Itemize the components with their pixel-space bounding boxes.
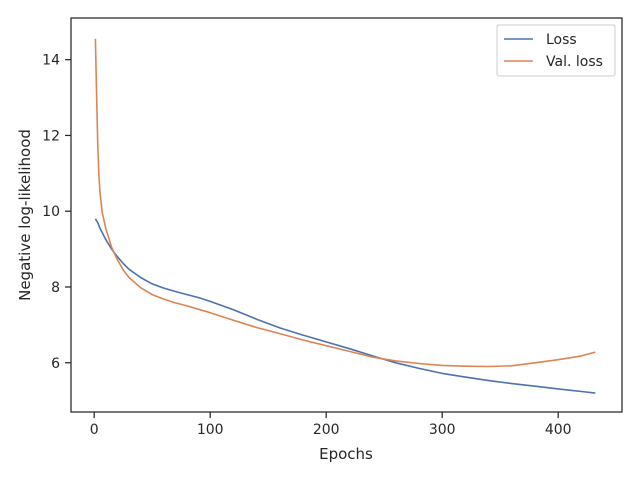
series-lines — [94, 38, 596, 394]
x-tick-label: 100 — [197, 422, 224, 438]
x-tick-label: 300 — [429, 422, 456, 438]
y-tick-label: 8 — [51, 280, 60, 296]
y-tick-label: 14 — [42, 53, 60, 69]
x-axis-ticks: 0 100 200 300 400 — [90, 412, 572, 438]
y-tick-label: 12 — [42, 128, 60, 144]
legend-label-val-loss: Val. loss — [546, 54, 603, 70]
x-tick-label: 0 — [90, 422, 99, 438]
x-tick-label: 400 — [545, 422, 572, 438]
x-axis-label: Epochs — [319, 445, 373, 463]
x-tick-label: 200 — [313, 422, 340, 438]
y-axis-ticks: 6 8 10 12 14 — [42, 53, 71, 372]
plot-frame — [70, 17, 623, 413]
legend: Loss Val. loss — [496, 24, 616, 77]
series-line-val-loss — [94, 38, 596, 368]
series-line-loss — [94, 218, 596, 394]
y-axis-label: Negative log-likelihood — [16, 129, 34, 301]
y-tick-label: 6 — [51, 356, 60, 372]
legend-label-loss: Loss — [546, 32, 577, 48]
y-tick-label: 10 — [42, 204, 60, 220]
legend-box — [496, 24, 616, 77]
